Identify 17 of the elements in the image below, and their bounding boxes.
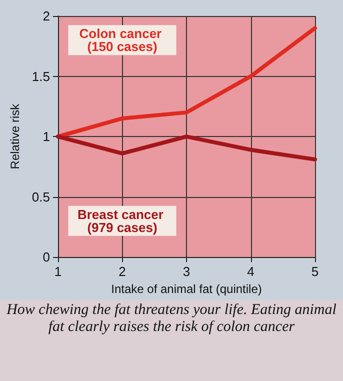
y-tick-label: 0.5 xyxy=(32,189,50,204)
x-tick-label: 5 xyxy=(311,264,319,280)
y-tick-label: 1.5 xyxy=(32,68,50,84)
y-tick-label: 0 xyxy=(42,250,50,265)
line-series xyxy=(56,134,317,162)
x-tick-label: 4 xyxy=(247,264,254,280)
x-tick-label: 3 xyxy=(182,264,190,280)
x-tick-label: 1 xyxy=(54,264,62,280)
y-tick-label: 1 xyxy=(42,129,50,144)
y-axis-title: Relative risk xyxy=(8,102,22,170)
text: How chewing the fat threatens your life. Eating animal fat clearly raises the risk of colon cancer xyxy=(6,302,338,336)
y-tick-label: 2 xyxy=(42,8,50,24)
x-tick-label: 2 xyxy=(118,264,126,280)
text: Colon cancer (150 cases) xyxy=(79,26,166,54)
line-series xyxy=(56,26,317,139)
x-axis-title: Intake of animal fat (quintile) xyxy=(111,282,262,296)
text: Breast cancer (979 cases) xyxy=(77,206,168,235)
